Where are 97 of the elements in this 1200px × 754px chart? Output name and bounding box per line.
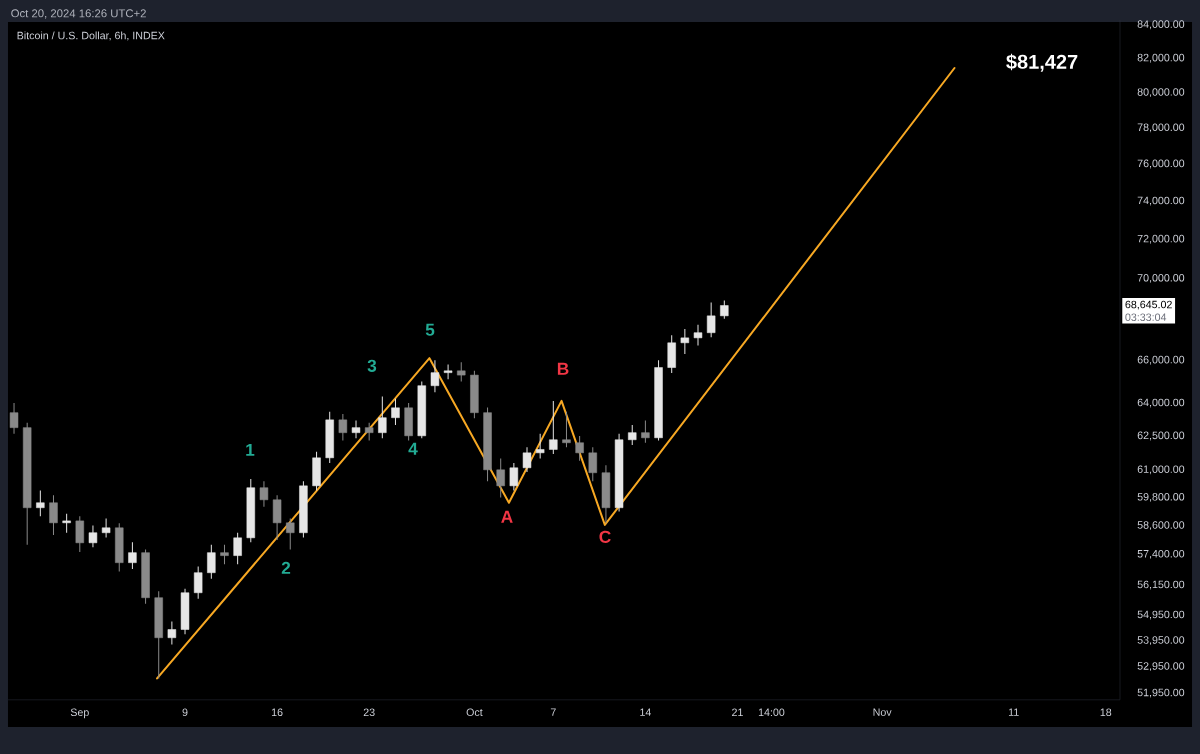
y-tick-label: 64,000.00 [1137,398,1185,408]
y-tick-label: 70,000.00 [1137,274,1185,283]
candlestick [391,398,400,426]
x-tick-label: Sep [70,708,89,719]
candlestick [430,359,440,393]
candlestick [351,419,361,439]
y-tick-label: 66,000.00 [1137,355,1185,365]
candlestick [404,402,413,441]
candlestick [483,406,492,482]
candlestick [22,422,32,546]
y-tick-label: 51,950.00 [1137,688,1185,698]
annotation: A [501,510,513,523]
candlestick [101,518,111,539]
candlestick [522,446,532,473]
candlestick [496,457,505,498]
line-series [156,66,956,680]
candlestick [115,522,124,572]
y-tick-label: 62,500.00 [1137,431,1185,441]
annotation: 1 [246,443,255,456]
candlestick [49,494,58,536]
y-tick-label: 53,950.00 [1137,636,1185,646]
y-tick-label: 54,950.00 [1137,610,1185,620]
candlestick [233,532,242,565]
x-tick-label: 16 [271,708,283,717]
candlestick [549,400,558,455]
y-tick-label: 56,150.00 [1137,580,1185,590]
candlestick [325,411,334,464]
candlestick [614,433,624,512]
annotation: C [599,530,611,543]
x-tick-label: 23 [363,708,375,717]
y-tick-label: 61,000.00 [1137,465,1185,475]
candlestick [36,489,45,517]
candlestick [312,451,321,491]
text: 03:33:04 [1125,313,1167,321]
candlestick [75,515,85,553]
y-tick-label: 78,000.00 [1137,123,1185,133]
candlestick [62,513,71,534]
candlestick [562,411,571,448]
annotation: 2 [281,561,291,574]
candlestick [588,446,597,482]
x-tick-label: 9 [182,708,188,717]
candlestick [443,363,453,380]
candlestick [680,328,690,355]
x-tick-label: 11 [1008,708,1019,716]
annotation: 4 [408,442,418,455]
y-tick-label: 58,600.00 [1137,521,1185,530]
y-tick-label: 52,950.00 [1137,662,1185,671]
x-tick-label: 18 [1100,708,1112,717]
y-tick-label: 84,000.00 [1137,20,1185,30]
candlestick [141,549,150,605]
candlestick [470,370,479,419]
candlestick [628,424,637,446]
candlestick [9,402,19,435]
candlestick [575,435,584,462]
x-tick-label: 7 [550,708,556,716]
text: Bitcoin / U.S. Dollar, 6h, INDEX [17,31,165,41]
annotation: $81,427 [1006,53,1078,72]
candlestick [128,541,137,570]
candlestick [457,361,466,382]
candlestick [706,301,716,338]
candlestick [720,300,729,320]
y-tick-label: 74,000.00 [1137,196,1185,206]
y-tick-label: 72,000.00 [1137,234,1185,244]
candlestick [299,480,308,539]
candlestick [154,590,163,679]
x-tick-label: 21 [732,708,743,716]
chart-subtitle: Oct 20, 2024 16:26 UTC+2 [11,9,146,19]
candlestick [193,566,203,600]
x-tick-label: 14:00 [758,708,785,717]
y-tick-label: 59,800.00 [1137,493,1185,502]
candlestick [180,588,190,635]
candlestick [364,422,374,441]
candlestick [641,419,650,444]
candlestick [654,359,663,441]
y-tick-label: 82,000.00 [1137,53,1185,63]
y-tick-label: 76,000.00 [1137,159,1185,169]
candlestick [246,478,256,543]
x-tick-label: Nov [873,708,892,716]
text: 68,645.02 [1125,300,1172,310]
candlestick [207,544,216,580]
y-tick-label: 80,000.00 [1137,88,1185,97]
candlestick [693,324,703,346]
x-tick-label: Oct [466,708,483,717]
candlestick [286,518,295,551]
candlestick [88,525,98,548]
annotation: 5 [425,323,435,336]
candlestick [259,480,269,508]
y-tick-label: 57,400.00 [1137,550,1185,559]
candlestick [601,464,611,524]
candlestick [417,380,426,439]
candlestick [378,396,387,439]
annotation: 3 [367,359,377,372]
annotation: B [557,362,569,375]
candlestick [667,334,676,374]
x-tick-label: 14 [640,708,652,716]
candlestick [535,433,545,459]
candlestick [220,544,229,565]
